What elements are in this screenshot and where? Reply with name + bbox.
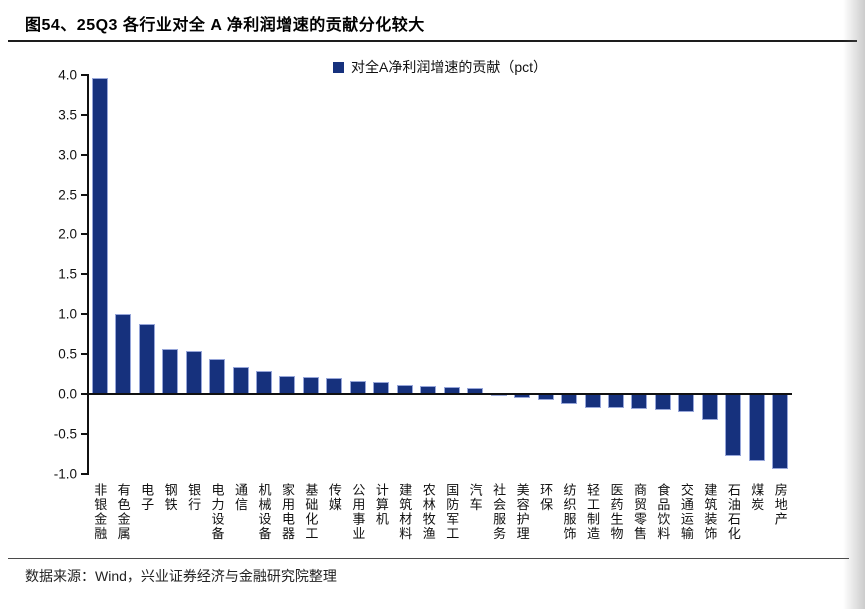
- x-category-label: 通信: [233, 483, 249, 512]
- y-axis-tick: [81, 393, 88, 395]
- y-tick-label: 1.5: [58, 266, 77, 282]
- y-axis-tick: [81, 313, 88, 316]
- y-tick-label: 0.0: [58, 386, 77, 402]
- x-category-label: 银行: [186, 483, 202, 512]
- bar-石油石化: [725, 394, 742, 457]
- title-divider: [8, 40, 857, 42]
- data-source-note: 数据来源：Wind，兴业证券经济与金融研究院整理: [25, 568, 337, 584]
- y-tick-label: 1.0: [58, 306, 77, 322]
- y-axis-tick: [81, 193, 88, 196]
- y-tick-label: 3.0: [58, 147, 77, 163]
- chart-legend: 对全A净利润增速的贡献（pct）: [88, 58, 792, 76]
- x-category-label: 医药生物: [608, 483, 624, 541]
- x-category-label: 房地产: [772, 483, 788, 527]
- x-category-label: 机械设备: [256, 483, 272, 541]
- bar-钢铁: [162, 349, 179, 394]
- x-category-label: 建筑装饰: [702, 483, 718, 541]
- x-category-label: 计算机: [373, 483, 389, 527]
- y-axis-tick: [81, 73, 88, 76]
- zero-baseline: [87, 392, 792, 396]
- x-category-label: 公用事业: [350, 483, 366, 541]
- bar-电力设备: [209, 358, 226, 394]
- bar-食品饮料: [654, 394, 671, 410]
- x-category-label: 商贸零售: [631, 483, 647, 541]
- bar-交通运输: [678, 394, 695, 413]
- y-tick-label: 2.5: [58, 187, 77, 202]
- bar-机械设备: [256, 370, 272, 394]
- legend-square-icon: [332, 61, 344, 73]
- x-category-label: 国防军工: [444, 483, 460, 541]
- x-category-label: 美容护理: [514, 483, 530, 541]
- bar-煤炭: [748, 394, 765, 462]
- legend-label: 对全A净利润增速的贡献（pct）: [350, 59, 547, 75]
- y-tick-label: -0.5: [53, 426, 77, 442]
- footer-divider: [8, 558, 849, 560]
- x-category-label: 石油石化: [725, 483, 741, 541]
- x-category-label: 轻工制造: [585, 483, 601, 541]
- x-category-label: 社会服务: [491, 483, 507, 541]
- x-category-label: 纺织服饰: [561, 483, 577, 541]
- bar-传媒: [326, 378, 343, 394]
- x-category-label: 煤炭: [749, 483, 765, 512]
- x-category-label: 环保: [538, 483, 554, 512]
- bar-家用电器: [279, 376, 296, 394]
- y-axis-tick: [81, 273, 88, 276]
- x-category-label: 建筑材料: [397, 483, 413, 541]
- y-tick-label: 4.0: [58, 67, 77, 83]
- bar-非银金融: [91, 77, 108, 394]
- y-tick-label: 0.5: [58, 346, 77, 362]
- x-category-label: 有色金属: [115, 483, 131, 541]
- page-edge-shadow: [843, 0, 865, 609]
- y-tick-label: -1.0: [53, 466, 77, 482]
- bar-银行: [185, 350, 202, 394]
- x-category-label: 汽车: [467, 483, 483, 512]
- x-category-label: 农林牧渔: [420, 483, 436, 541]
- x-category-label: 基础化工: [303, 483, 319, 541]
- y-axis-tick: [81, 233, 88, 236]
- x-category-label: 交通运输: [678, 483, 694, 541]
- y-tick-label: 3.5: [58, 107, 77, 123]
- y-tick-label: 2.0: [58, 226, 77, 242]
- bar-轻工制造: [584, 394, 601, 408]
- y-axis-tick: [81, 153, 88, 156]
- bar-纺织服饰: [561, 394, 578, 405]
- x-category-label: 电力设备: [209, 483, 225, 541]
- y-axis-tick: [81, 113, 88, 116]
- chart-title: 图54、25Q3 各行业对全 A 净利润增速的贡献分化较大: [25, 17, 425, 34]
- bar-基础化工: [302, 377, 319, 394]
- bar-房地产: [772, 394, 789, 469]
- bar-有色金属: [115, 314, 132, 394]
- bar-医药生物: [608, 394, 624, 409]
- x-category-label: 电子: [139, 483, 155, 512]
- x-category-label: 钢铁: [162, 483, 178, 512]
- x-category-label: 非银金融: [92, 483, 108, 541]
- bar-建筑装饰: [701, 394, 718, 421]
- bar-商贸零售: [631, 394, 648, 410]
- y-axis-tick: [81, 432, 88, 435]
- y-axis-line: [87, 74, 89, 475]
- bar-通信: [232, 366, 249, 394]
- y-axis-tick: [81, 353, 88, 356]
- x-category-label: 传媒: [326, 483, 342, 512]
- x-category-label: 食品饮料: [655, 483, 671, 541]
- y-axis-tick: [81, 472, 88, 475]
- bar-电子: [138, 323, 155, 394]
- x-category-label: 家用电器: [279, 483, 295, 541]
